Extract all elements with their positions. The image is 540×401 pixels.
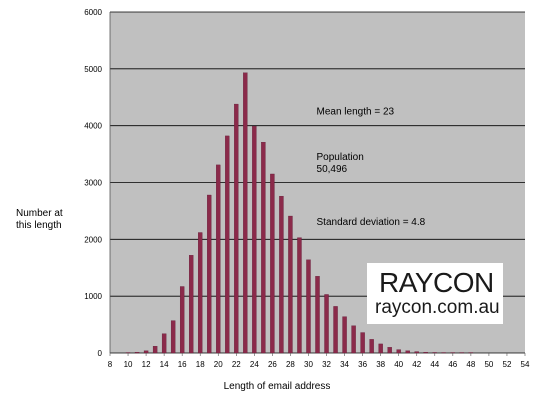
x-tick-label: 12 xyxy=(142,360,151,369)
annotation-text: Mean length = 23 xyxy=(317,106,395,117)
bar xyxy=(279,195,284,354)
bar xyxy=(152,346,158,354)
bar xyxy=(396,349,401,354)
annotation-text: Population xyxy=(317,152,364,163)
bar xyxy=(432,352,437,354)
bar xyxy=(288,215,293,354)
bar xyxy=(378,343,383,354)
bar xyxy=(207,194,212,354)
y-axis-ticks: 0 1000 2000 3000 4000 5000 6000 xyxy=(84,8,102,358)
x-tick-label: 30 xyxy=(304,360,313,369)
x-tick-label: 44 xyxy=(430,360,439,369)
bar xyxy=(252,126,257,354)
bar xyxy=(125,352,131,354)
y-tick-label: 6000 xyxy=(84,8,102,17)
x-tick-label: 34 xyxy=(340,360,349,369)
x-tick-label: 42 xyxy=(412,360,421,369)
x-tick-label: 52 xyxy=(503,360,512,369)
x-tick-label: 46 xyxy=(448,360,457,369)
bar xyxy=(170,320,176,354)
raycon-logo: RAYCON raycon.com.au xyxy=(367,263,503,324)
x-tick-label: 28 xyxy=(286,360,295,369)
bar xyxy=(387,347,392,354)
x-axis-title: Length of email address xyxy=(224,381,331,392)
bar xyxy=(369,339,374,354)
bar xyxy=(414,351,419,354)
annotation-text: 50,496 xyxy=(317,164,348,175)
bar xyxy=(261,141,266,354)
bar xyxy=(216,164,221,354)
bar xyxy=(306,259,311,354)
bar xyxy=(134,351,140,354)
y-tick-label: 3000 xyxy=(84,179,102,188)
y-tick-label: 0 xyxy=(98,349,103,358)
x-tick-label: 54 xyxy=(521,360,530,369)
bar xyxy=(351,325,356,354)
x-tick-label: 8 xyxy=(108,360,113,369)
annotation-text: Standard deviation = 4.8 xyxy=(317,217,426,228)
bar xyxy=(468,352,474,354)
bar xyxy=(179,286,185,354)
y-tick-label: 4000 xyxy=(84,122,102,131)
y-axis-title-line-1: Number at xyxy=(16,208,63,219)
bar xyxy=(161,333,167,354)
y-tick-label: 2000 xyxy=(84,235,102,244)
bar xyxy=(342,316,347,354)
x-tick-label: 38 xyxy=(376,360,385,369)
x-tick-label: 32 xyxy=(322,360,331,369)
bar xyxy=(225,135,230,354)
x-tick-label: 50 xyxy=(484,360,493,369)
bar xyxy=(143,350,149,354)
x-tick-label: 24 xyxy=(250,360,259,369)
bar xyxy=(423,351,428,354)
bar xyxy=(324,294,329,354)
x-tick-label: 40 xyxy=(394,360,403,369)
x-tick-label: 18 xyxy=(196,360,205,369)
x-tick-label: 14 xyxy=(160,360,169,369)
x-axis-ticks: 8 10 12 14 16 18 20 22 24 26 28 30 32 34 36 38 40 42 44 46 4… xyxy=(108,353,530,369)
x-tick-label: 48 xyxy=(466,360,475,369)
y-tick-label: 1000 xyxy=(84,292,102,301)
bar xyxy=(441,352,446,354)
bar xyxy=(360,332,365,354)
bar xyxy=(459,352,465,354)
bar xyxy=(297,237,302,354)
y-tick-label: 5000 xyxy=(84,65,102,74)
x-tick-label: 26 xyxy=(268,360,277,369)
bar xyxy=(450,352,456,354)
bar xyxy=(270,173,275,354)
logo-url: raycon.com.au xyxy=(375,297,500,318)
x-tick-label: 36 xyxy=(358,360,367,369)
logo-wordmark: RAYCON xyxy=(379,267,494,298)
x-tick-label: 16 xyxy=(178,360,187,369)
bar xyxy=(333,306,338,354)
bars xyxy=(125,72,474,354)
bar xyxy=(189,255,194,354)
x-tick-label: 22 xyxy=(232,360,241,369)
bar xyxy=(198,232,203,354)
bar xyxy=(243,72,248,354)
y-axis-title-line-2: this length xyxy=(16,220,62,231)
x-tick-label: 10 xyxy=(124,360,133,369)
bar xyxy=(315,276,320,354)
bar xyxy=(405,350,410,354)
bar xyxy=(234,103,239,354)
x-tick-label: 20 xyxy=(214,360,223,369)
